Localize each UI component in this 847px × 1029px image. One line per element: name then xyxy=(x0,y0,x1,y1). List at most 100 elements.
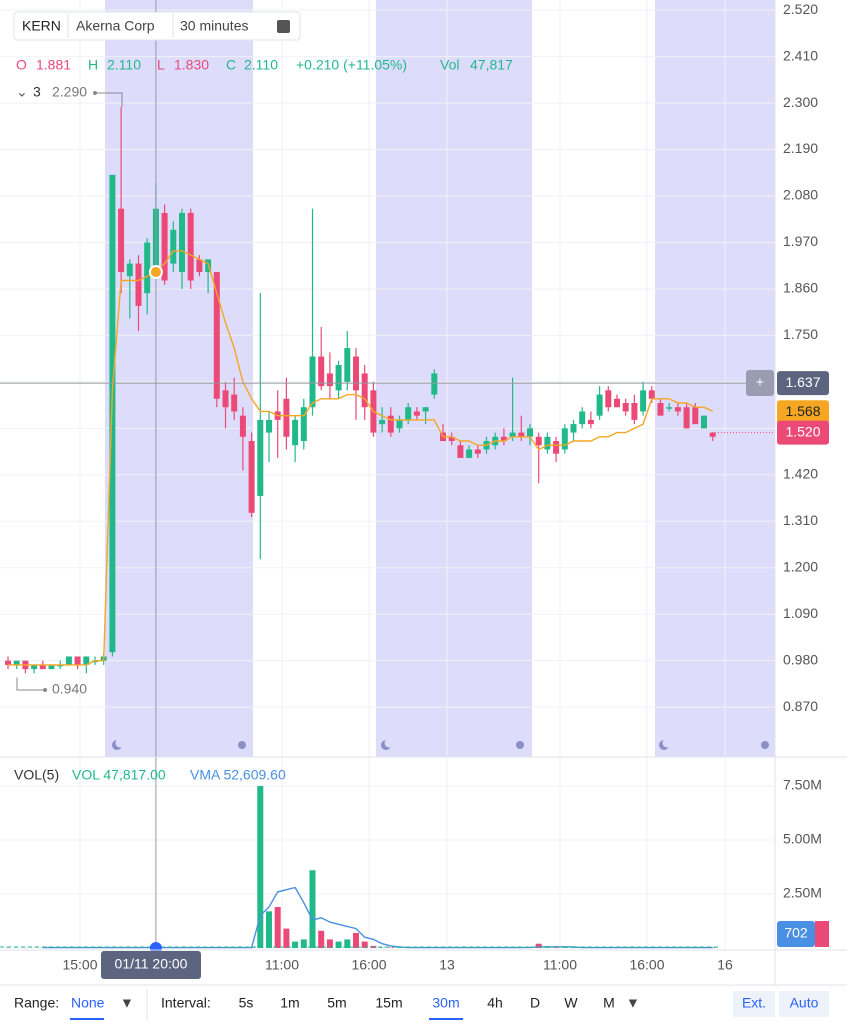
interval-underline xyxy=(429,1018,463,1020)
candle-body xyxy=(614,399,620,407)
crosshair-dot xyxy=(150,266,162,278)
interval-button[interactable]: 15m xyxy=(375,995,402,1011)
vol-last-edge xyxy=(815,921,829,947)
range-underline xyxy=(70,1018,104,1020)
candle-body xyxy=(118,209,124,272)
menu-icon[interactable] xyxy=(277,20,290,33)
candle-body xyxy=(423,407,429,411)
candle-body xyxy=(144,242,150,293)
candle-body xyxy=(675,407,681,411)
volume-bar xyxy=(283,929,289,948)
candle-body xyxy=(579,411,585,424)
candle-body xyxy=(283,399,289,437)
extended-hours-shading xyxy=(105,0,775,757)
candle-body xyxy=(405,407,411,420)
candle-body xyxy=(631,403,637,420)
interval-button[interactable]: 1m xyxy=(280,995,299,1011)
legend-vol: 47,817 xyxy=(470,57,513,73)
y-tick-label: 1.970 xyxy=(783,233,818,249)
y-tick-label: 1.200 xyxy=(783,558,818,574)
y-tick-label: 1.310 xyxy=(783,512,818,528)
y-tick-label: 2.190 xyxy=(783,140,818,156)
low-dot xyxy=(43,688,47,692)
crosshair-time: 01/11 20:00 xyxy=(115,956,188,972)
candle-body xyxy=(605,390,611,407)
vol-tick-label: 5.00M xyxy=(783,831,822,847)
interval-button[interactable]: 4h xyxy=(487,995,503,1011)
volume-bar xyxy=(310,870,316,948)
vol-tick-label: 7.50M xyxy=(783,777,822,793)
low-label: 0.940 xyxy=(52,681,87,697)
candle-body xyxy=(588,420,594,424)
candle-body xyxy=(544,437,550,450)
candle-body xyxy=(527,428,533,436)
y-tick-label: 1.860 xyxy=(783,280,818,296)
candle-body xyxy=(475,449,481,453)
candle-body xyxy=(170,230,176,264)
interval-button[interactable]: D xyxy=(530,995,540,1011)
range-caret[interactable]: ▼ xyxy=(120,995,134,1011)
indicator-count: 3 xyxy=(33,84,41,100)
candle-body xyxy=(658,403,664,416)
range-value[interactable]: None xyxy=(71,995,105,1011)
x-tick-label: 11:00 xyxy=(543,957,577,973)
high-dot xyxy=(93,91,97,95)
interval-button[interactable]: 30m xyxy=(432,995,459,1011)
y-tick-label: 2.520 xyxy=(783,1,818,17)
collapse-caret[interactable]: ⌄ xyxy=(16,84,28,100)
candle-body xyxy=(623,403,629,411)
x-tick-label: 16:00 xyxy=(629,957,664,973)
candle-body xyxy=(397,420,403,428)
candle-body xyxy=(553,441,559,454)
candle-body xyxy=(414,411,420,415)
vma-value: VMA 52,609.60 xyxy=(190,767,286,783)
candle-body xyxy=(379,420,385,424)
interval-button[interactable]: 5m xyxy=(327,995,346,1011)
y-tick-label: 2.080 xyxy=(783,187,818,203)
candle-body xyxy=(640,390,646,411)
candle-body xyxy=(127,264,133,277)
candle-body xyxy=(75,656,81,664)
candle-body xyxy=(457,445,463,458)
legend-c: 2.110 xyxy=(244,57,278,73)
candle-body xyxy=(353,357,359,391)
x-tick-label: 16:00 xyxy=(351,957,386,973)
x-tick-label: 15:00 xyxy=(62,957,97,973)
candle-body xyxy=(431,373,437,394)
last-price-label: 1.520 xyxy=(785,423,820,439)
moon-cut xyxy=(116,739,125,748)
volume-bar xyxy=(318,931,324,948)
range-label: Range: xyxy=(14,995,59,1011)
volume-bar xyxy=(266,911,272,948)
candle-body xyxy=(710,433,716,437)
x-tick-label: 13 xyxy=(439,957,455,973)
candle-body xyxy=(536,437,542,445)
candle-body xyxy=(597,395,603,416)
y-tick-label: 2.300 xyxy=(783,94,818,110)
candle-body xyxy=(562,428,568,449)
interval-caret[interactable]: ▼ xyxy=(626,995,640,1011)
moon-cut xyxy=(385,739,394,748)
add-icon: + xyxy=(756,374,764,390)
ext-label: Ext. xyxy=(742,995,766,1011)
interval-button[interactable]: M xyxy=(603,995,615,1011)
candle-body xyxy=(136,264,142,306)
candle-body xyxy=(327,373,333,386)
interval-button[interactable]: W xyxy=(564,995,578,1011)
candle-body xyxy=(257,420,263,496)
candle-body xyxy=(649,390,655,398)
interval: 30 minutes xyxy=(180,18,248,34)
interval-label: Interval: xyxy=(161,995,211,1011)
sun-icon xyxy=(238,741,246,749)
y-tick-label: 2.410 xyxy=(783,47,818,63)
candle-body xyxy=(466,449,472,457)
interval-button[interactable]: 5s xyxy=(239,995,254,1011)
session-shade xyxy=(105,0,253,757)
volume-bar xyxy=(353,933,359,948)
candle-body xyxy=(188,213,194,281)
vol-last: 702 xyxy=(784,925,808,941)
sun-icon xyxy=(516,741,524,749)
legend-h: 2.110 xyxy=(107,57,141,73)
